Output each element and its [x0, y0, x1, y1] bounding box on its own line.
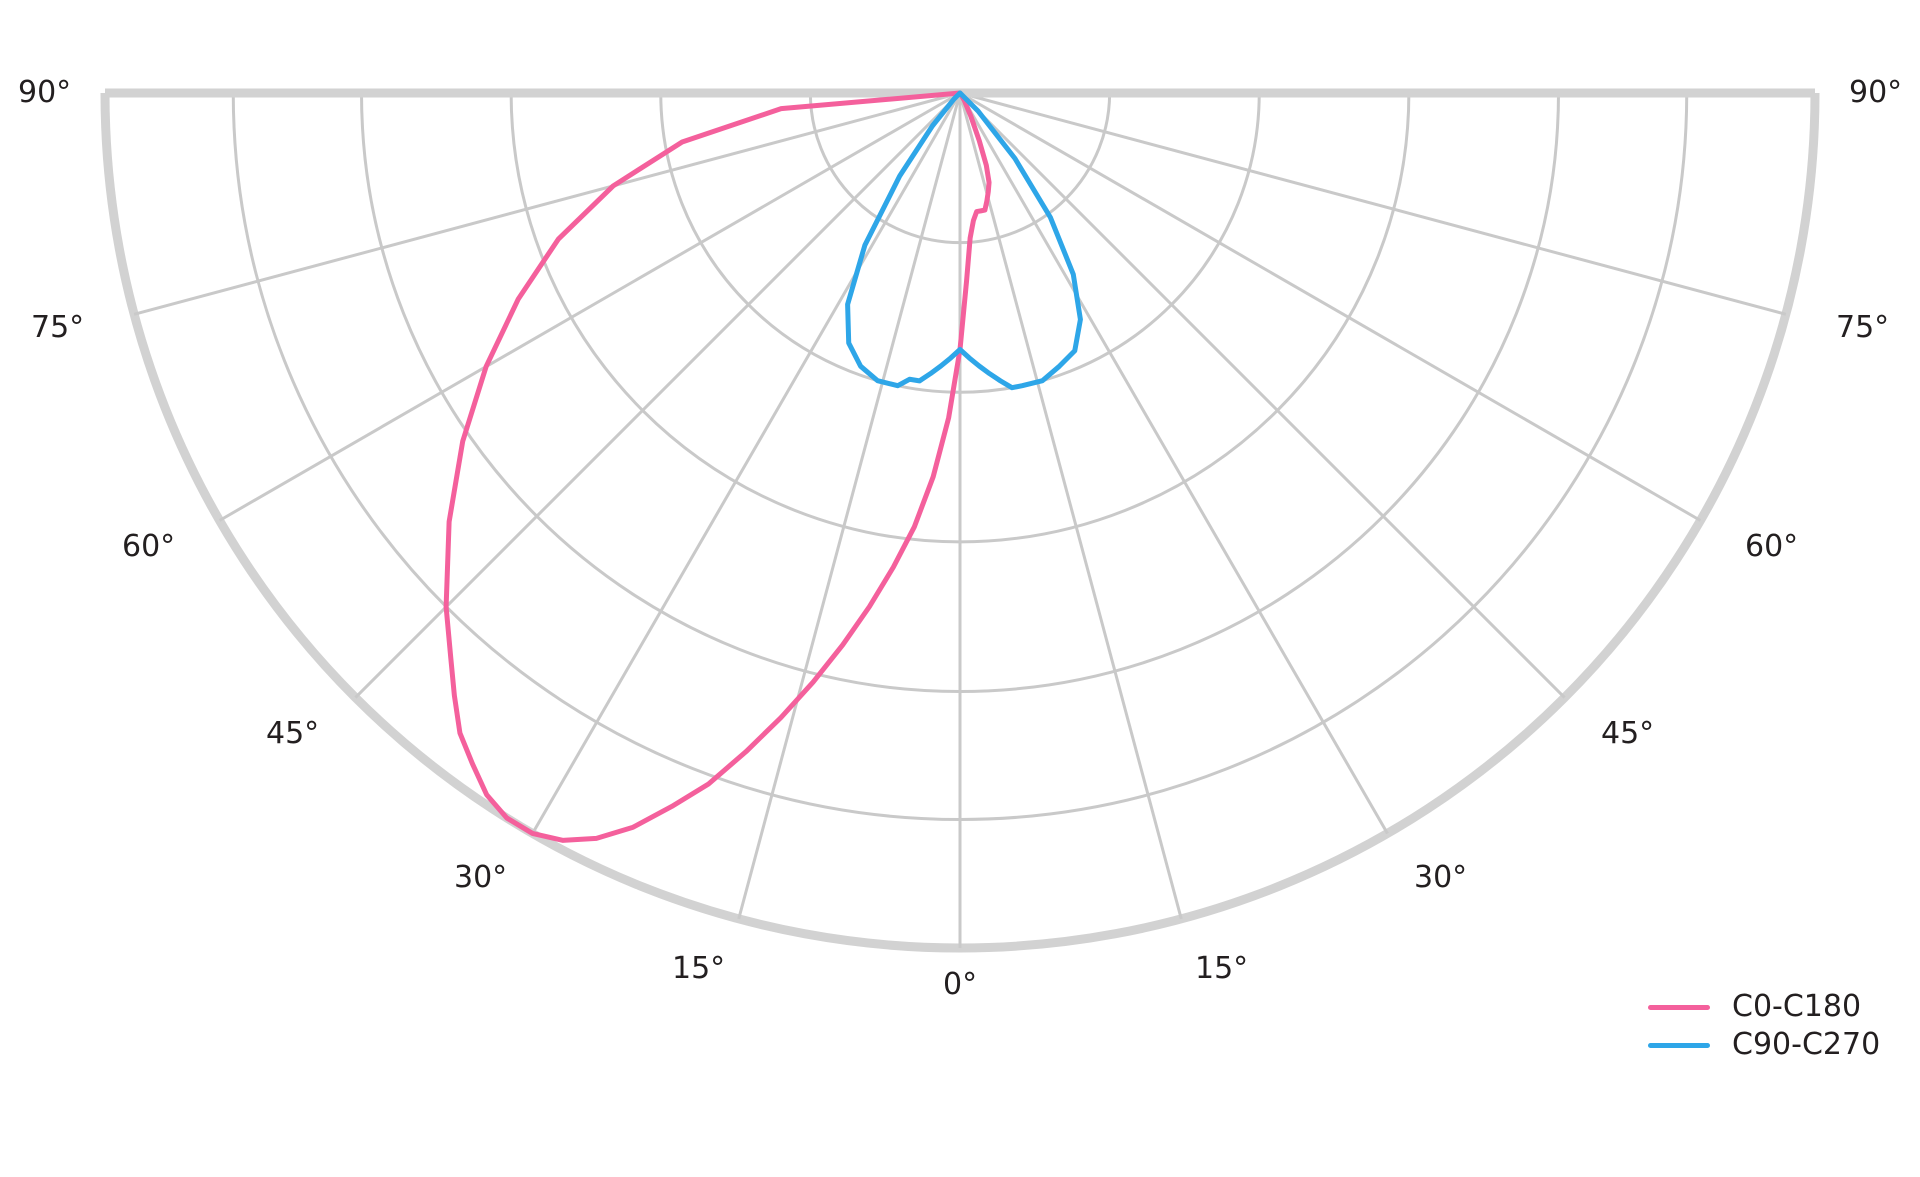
legend-label-c0-c180: C0-C180: [1732, 989, 1862, 1024]
angle-tick-label-8: 30°: [1414, 860, 1468, 895]
angle-tick-label-5: 15°: [672, 951, 726, 986]
series-curve-c0-c180: [443, 90, 992, 843]
polar-grid-spoke: [958, 92, 1183, 920]
polar-series-layer: [443, 90, 1083, 843]
polar-grid-spoke: [737, 92, 962, 920]
polar-grid-spoke: [959, 91, 1787, 316]
series-curve-c90-c270: [845, 90, 1083, 391]
angle-tick-label-10: 60°: [1745, 529, 1799, 564]
legend-item[interactable]: C0-C180: [1648, 988, 1898, 1026]
legend-swatch-c90-c270: [1648, 1042, 1710, 1048]
legend-swatch-c0-c180: [1648, 1004, 1710, 1010]
polar-grid-spoke: [218, 91, 961, 522]
angle-tick-label-1: 75°: [31, 310, 85, 345]
polar-grid-spoke: [354, 91, 962, 699]
polar-grid-spoke: [958, 91, 1566, 699]
legend-label-c90-c270: C90-C270: [1732, 1027, 1881, 1062]
angle-tick-label-0: 90°: [18, 75, 72, 110]
polar-grid-spokes: [105, 88, 1815, 948]
angle-tick-label-12: 90°: [1849, 75, 1903, 110]
angle-tick-label-3: 45°: [266, 716, 320, 751]
polar-grid-spoke: [133, 91, 961, 316]
angle-tick-label-4: 30°: [454, 860, 508, 895]
chart-legend: C0-C180 C90-C270: [1648, 988, 1898, 1064]
polar-grid-spoke: [959, 91, 1702, 522]
legend-item[interactable]: C90-C270: [1648, 1026, 1898, 1064]
angle-tick-label-7: 15°: [1195, 951, 1249, 986]
angle-tick-label-9: 45°: [1601, 716, 1655, 751]
angle-tick-label-11: 75°: [1836, 310, 1890, 345]
angle-tick-label-6: 0°: [943, 967, 978, 1002]
angle-tick-label-2: 60°: [122, 529, 176, 564]
polar-grid-spoke: [531, 92, 962, 835]
polar-grid-spoke: [958, 92, 1389, 835]
